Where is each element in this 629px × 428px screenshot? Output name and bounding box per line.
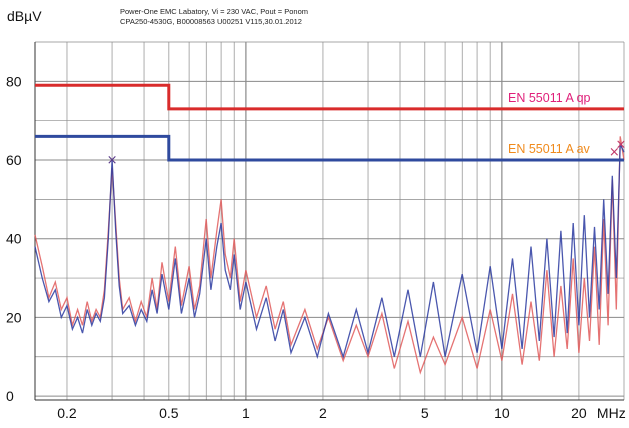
header-line-1: Power-One EMC Labatory, Vi = 230 VAC, Po…: [120, 7, 309, 16]
y-tick-label: 60: [6, 152, 22, 168]
limit-line-1: [35, 83, 624, 111]
limit-label-2: EN 55011 A av: [508, 142, 591, 156]
peak-marker: ×: [616, 137, 627, 152]
y-tick-label: 0: [6, 388, 14, 404]
x-tick-label: 0.2: [57, 405, 77, 421]
trace-series-1: [34, 136, 625, 375]
header-line-2: CPA250-4530G, B00008563 U00251 V115,30.0…: [120, 17, 302, 26]
limit-label-1: EN 55011 A qp: [508, 91, 591, 105]
peak-marker: ×: [609, 145, 620, 160]
x-tick-label: 2: [319, 405, 327, 421]
y-axis-label: dBµV: [7, 8, 42, 24]
x-tick-label: 0.5: [159, 405, 179, 421]
x-axis-unit: MHz: [597, 405, 626, 421]
y-tick-label: 40: [6, 231, 22, 247]
y-tick-label: 80: [6, 73, 22, 89]
limit-line-2: [35, 134, 624, 162]
x-tick-label: 20: [571, 405, 587, 421]
x-tick-label: 1: [242, 405, 250, 421]
x-tick-label: 5: [421, 405, 429, 421]
y-tick-label: 20: [6, 309, 22, 325]
trace-series-2: [34, 144, 625, 360]
x-tick-label: 10: [494, 405, 510, 421]
peak-marker: ×: [107, 153, 118, 168]
